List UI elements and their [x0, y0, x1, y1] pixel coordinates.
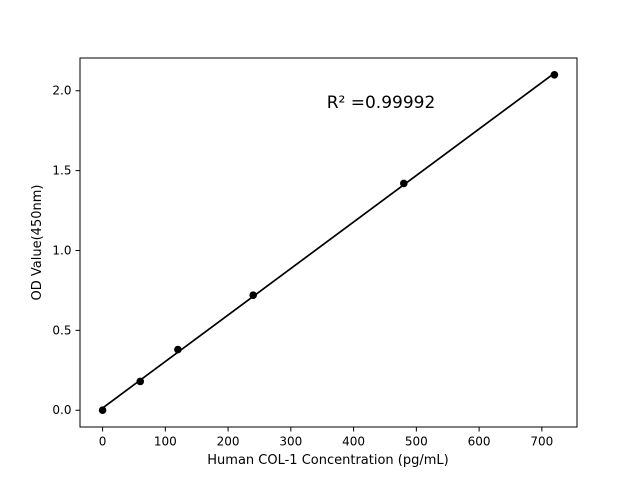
y-tick-label: 1.0 — [52, 243, 71, 257]
y-tick-label: 0.0 — [52, 403, 71, 417]
x-tick-label: 600 — [468, 435, 491, 449]
y-tick-label: 2.0 — [52, 84, 71, 98]
data-point — [249, 291, 257, 300]
data-point — [550, 70, 559, 79]
r-squared-annotation: R² =0.99992 — [327, 93, 436, 113]
y-tick-label: 1.5 — [52, 164, 71, 178]
x-tick-label: 0 — [99, 435, 107, 449]
data-point — [400, 179, 408, 188]
x-tick-label: 400 — [342, 435, 365, 449]
x-tick-label: 700 — [530, 435, 553, 449]
y-tick-label: 0.5 — [52, 323, 71, 337]
y-axis-label: OD Value(450nm) — [30, 185, 45, 301]
x-tick-label: 500 — [405, 435, 428, 449]
data-point — [174, 345, 182, 354]
x-tick-label: 200 — [217, 435, 240, 449]
data-point — [98, 406, 107, 415]
x-tick-label: 100 — [154, 435, 177, 449]
plot-area: 0 100 200 300 400 500 600 700 0.0 0.5 1.0 1.5 2.0 — [52, 57, 578, 449]
axes-spines — [79, 57, 578, 428]
data-point — [136, 377, 145, 386]
x-axis-label: Human COL-1 Concentration (pg/mL) — [207, 453, 448, 468]
x-tick-label: 300 — [279, 435, 302, 449]
fit-line — [101, 72, 556, 409]
